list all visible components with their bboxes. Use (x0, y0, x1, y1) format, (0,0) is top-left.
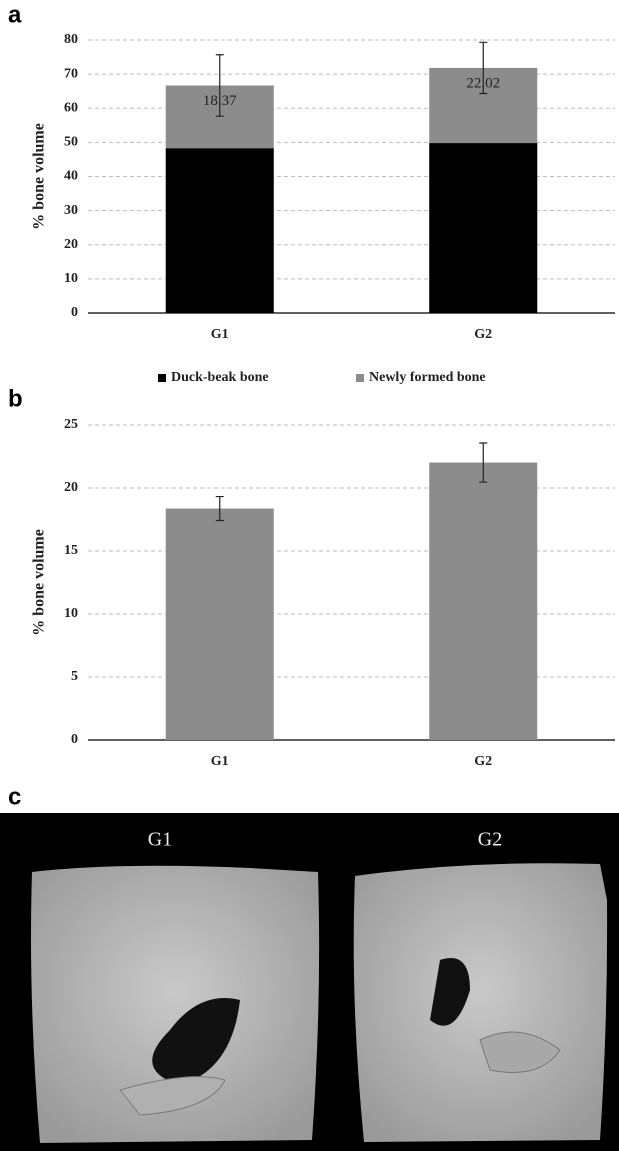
y-tick-label: 40 (64, 169, 78, 184)
x-tick-label: G2 (474, 754, 492, 769)
bar (429, 143, 537, 313)
y-tick-label: 0 (71, 305, 78, 320)
x-tick-label: G2 (474, 327, 492, 342)
y-tick-label: 60 (64, 100, 78, 115)
y-tick-label: 15 (64, 543, 78, 558)
image-panel: G1 G2 (0, 813, 619, 1151)
x-tick-label: G1 (211, 754, 229, 769)
legend-swatch (158, 374, 166, 382)
y-tick-label: 50 (64, 135, 78, 150)
bar (429, 463, 537, 740)
y-tick-label: 10 (64, 271, 78, 286)
y-tick-label: 0 (71, 732, 78, 747)
panel-label: b (8, 385, 23, 412)
y-tick-label: 25 (64, 417, 78, 432)
y-axis-label: % bone volume (31, 123, 48, 230)
panel-label: a (8, 1, 22, 28)
legend-swatch (356, 374, 364, 382)
legend-label: Newly formed bone (369, 370, 486, 385)
y-tick-label: 20 (64, 480, 78, 495)
bar (166, 148, 274, 313)
figure: a b c G1 G2 01020304050607080% bone volu… (0, 0, 619, 1151)
y-tick-label: 10 (64, 606, 78, 621)
bone-render (354, 863, 607, 1142)
y-tick-label: 30 (64, 203, 78, 218)
y-tick-label: 5 (71, 669, 78, 684)
bar (166, 509, 274, 740)
y-tick-label: 70 (64, 66, 78, 81)
legend-label: Duck-beak bone (171, 370, 269, 385)
image-label: G1 (148, 829, 172, 851)
y-axis-label: % bone volume (31, 529, 48, 636)
y-tick-label: 20 (64, 237, 78, 252)
y-tick-label: 80 (64, 32, 78, 47)
x-tick-label: G1 (211, 327, 229, 342)
panel-label: c (8, 783, 21, 810)
image-label: G2 (478, 829, 502, 851)
